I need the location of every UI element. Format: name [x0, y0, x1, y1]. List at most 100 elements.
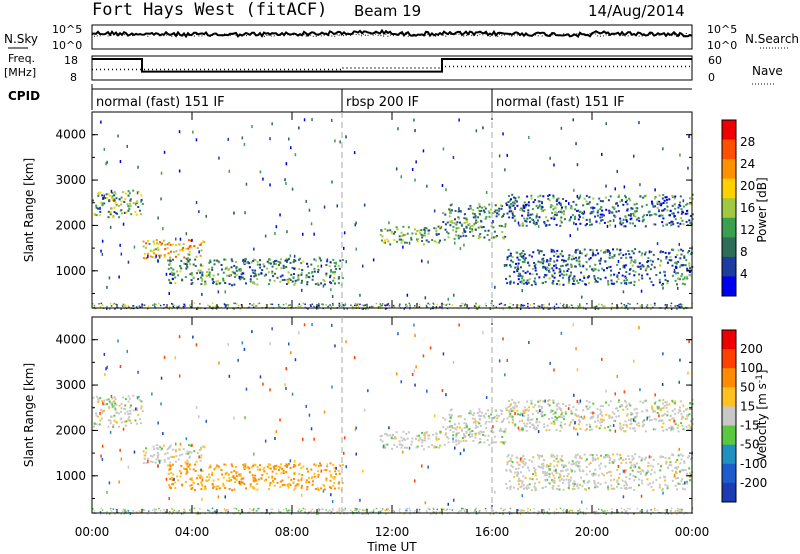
echo-cell	[115, 508, 117, 510]
echo-cell	[316, 470, 319, 473]
echo-cell	[284, 259, 287, 262]
echo-cell	[613, 254, 616, 257]
echo-cell	[441, 513, 443, 515]
echo-cell	[124, 404, 127, 407]
echo-cell	[137, 206, 140, 208]
echo-cell	[313, 267, 316, 270]
echo-cell	[247, 466, 250, 469]
echo-cell	[512, 419, 514, 422]
noise-right-label: N.Search	[745, 32, 799, 46]
echo-cell	[516, 471, 519, 474]
echo-cell	[405, 508, 407, 511]
echo-cell	[559, 252, 562, 255]
echo-cell	[279, 467, 282, 470]
echo-cell	[435, 446, 438, 449]
echo-cell	[516, 405, 518, 408]
echo-cell	[336, 510, 338, 513]
echo-cell	[271, 477, 274, 480]
echo-cell	[464, 508, 467, 510]
echo-cell	[650, 485, 653, 488]
echo-cell	[670, 220, 673, 223]
echo-cell	[552, 474, 555, 477]
echo-cell	[169, 256, 172, 259]
echo-cell	[512, 486, 515, 489]
echo-cell	[611, 416, 614, 419]
echo-cell	[419, 232, 422, 235]
echo-cell	[137, 395, 140, 398]
echo-cell	[199, 448, 202, 451]
echo-cell	[502, 213, 505, 216]
echo-cell	[547, 197, 550, 200]
echo-cell	[576, 399, 579, 403]
echo-cell	[578, 468, 581, 471]
echo-cell	[280, 267, 283, 270]
echo-cell	[573, 221, 575, 225]
echo-cell	[617, 306, 619, 309]
echo-cell	[201, 484, 204, 487]
echo-cell	[128, 397, 131, 400]
echo-cell	[659, 260, 662, 263]
echo-cell	[117, 134, 119, 138]
echo-cell	[333, 466, 336, 469]
echo-cell	[176, 270, 179, 273]
echo-cell	[432, 307, 435, 310]
echo-cell	[507, 248, 510, 251]
echo-cell	[505, 469, 508, 471]
echo-cell	[381, 508, 384, 510]
echo-cell	[591, 459, 594, 462]
echo-cell	[624, 406, 627, 408]
echo-cell	[166, 247, 169, 249]
echo-cell	[553, 368, 555, 372]
echo-cell	[600, 257, 602, 260]
echo-cell	[653, 197, 656, 200]
echo-cell	[479, 210, 482, 212]
echo-cell	[426, 389, 428, 393]
echo-cell	[423, 431, 426, 434]
echo-cell	[648, 277, 651, 280]
nave-trace	[92, 65, 692, 71]
echo-cell	[172, 268, 175, 271]
echo-cell	[410, 440, 413, 443]
echo-cell	[254, 269, 257, 272]
echo-cell	[559, 270, 562, 273]
echo-cell	[663, 413, 666, 416]
echo-cell	[511, 421, 514, 424]
echo-cell	[233, 264, 236, 267]
echo-cell	[680, 480, 683, 483]
echo-cell	[252, 271, 255, 274]
echo-cell	[549, 257, 552, 260]
echo-cell	[535, 221, 538, 224]
echo-cell	[115, 204, 118, 207]
echo-cell	[123, 211, 126, 214]
echo-cell	[158, 460, 161, 464]
echo-cell	[576, 194, 579, 198]
echo-cell	[553, 477, 556, 480]
echo-cell	[479, 415, 482, 417]
echo-cell	[223, 463, 226, 466]
echo-cell	[490, 413, 493, 416]
echo-cell	[134, 210, 137, 213]
echo-cell	[240, 478, 243, 481]
echo-cell	[145, 451, 148, 454]
echo-cell	[211, 268, 214, 271]
echo-cell	[682, 211, 684, 214]
echo-cell	[691, 422, 694, 425]
echo-cell	[482, 209, 485, 212]
echo-cell	[463, 433, 465, 436]
echo-cell	[582, 216, 585, 219]
echo-cell	[673, 475, 676, 478]
echo-cell	[463, 418, 466, 421]
echo-cell	[576, 483, 579, 486]
echo-cell	[546, 471, 549, 474]
echo-cell	[644, 253, 646, 256]
echo-cell	[416, 240, 419, 243]
echo-cell	[674, 470, 677, 473]
echo-cell	[217, 465, 220, 468]
echo-cell	[330, 510, 333, 513]
echo-cell	[571, 419, 574, 422]
echo-cell	[435, 306, 438, 308]
echo-cell	[354, 428, 356, 432]
echo-cell	[631, 412, 634, 415]
echo-cell	[557, 402, 560, 405]
echo-cell	[479, 236, 482, 239]
